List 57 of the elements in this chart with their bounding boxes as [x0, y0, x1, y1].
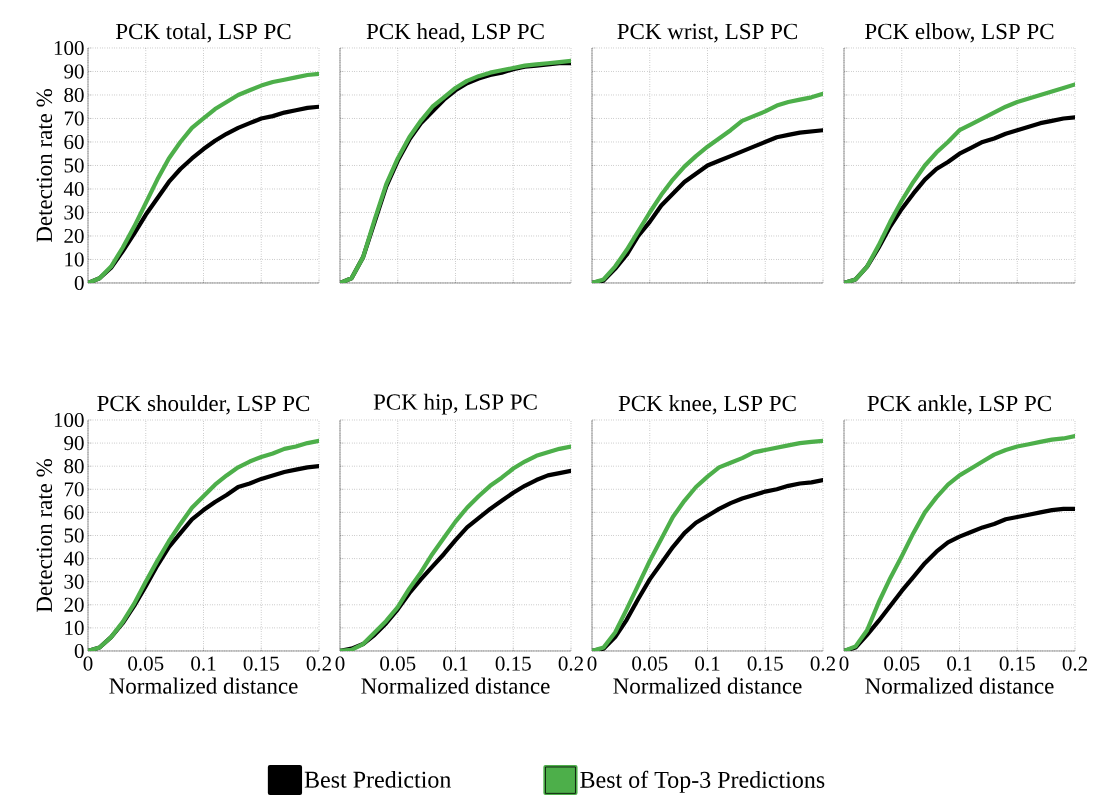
y-tick-label: 60 — [64, 134, 84, 150]
chart-title: PCK ankle, LSP PC — [867, 395, 1051, 415]
x-tick-label: 0.05 — [632, 656, 668, 671]
y-tick-label: 50 — [64, 158, 84, 173]
x-tick-label: 0.15 — [747, 656, 783, 671]
x-tick-label: 0.05 — [128, 656, 164, 671]
x-tick-label: 0.05 — [884, 656, 920, 671]
y-axis-title: Detection rate % — [36, 459, 53, 613]
y-tick-label: 70 — [64, 111, 84, 126]
y-tick-label: 60 — [64, 505, 84, 520]
chart-title: PCK shoulder, LSP PC — [97, 395, 310, 415]
x-tick-label: 0.15 — [243, 656, 279, 671]
x-axis-title: Normalized distance — [109, 677, 298, 694]
y-tick-label: 80 — [64, 87, 84, 103]
chart-title: PCK wrist, LSP PC — [617, 23, 797, 43]
x-tick-label: 0.15 — [495, 656, 531, 671]
y-axis-title: Detection rate % — [36, 88, 53, 243]
x-axis-title: Normalized distance — [865, 677, 1054, 694]
x-tick-label: 0 — [335, 656, 345, 671]
y-tick-label: 50 — [64, 528, 84, 543]
chart-title: PCK head, LSP PC — [366, 22, 544, 43]
chart-title: PCK hip, LSP PC — [373, 393, 537, 415]
y-tick-label: 0 — [74, 643, 84, 659]
y-tick-label: 100 — [54, 412, 84, 428]
legend-label: Best Prediction — [304, 770, 452, 788]
y-tick-label: 20 — [64, 228, 84, 244]
y-tick-label: 10 — [65, 252, 84, 267]
y-tick-label: 100 — [54, 40, 84, 56]
x-axis-title: Normalized distance — [361, 677, 550, 694]
x-axis-title: Normalized distance — [613, 677, 802, 694]
legend-label: Best of Top-3 Predictions — [580, 770, 825, 793]
x-tick-label: 0.2 — [810, 656, 835, 671]
x-tick-label: 0.2 — [558, 656, 583, 671]
y-tick-label: 40 — [63, 551, 84, 566]
x-tick-label: 0.2 — [1062, 656, 1087, 671]
x-tick-label: 0.05 — [380, 656, 416, 671]
y-tick-label: 70 — [64, 482, 84, 497]
x-tick-label: 0 — [839, 656, 849, 671]
x-tick-label: 0.1 — [443, 656, 468, 671]
y-tick-label: 80 — [64, 459, 84, 474]
y-tick-label: 10 — [65, 620, 84, 635]
chart-title: PCK total, LSP PC — [115, 22, 291, 43]
x-tick-label: 0.1 — [947, 656, 972, 671]
y-tick-label: 20 — [64, 597, 84, 612]
y-tick-label: 30 — [64, 574, 84, 589]
chart-title: PCK elbow, LSP PC — [865, 22, 1054, 43]
x-tick-label: 0.2 — [306, 656, 331, 671]
x-tick-label: 0 — [587, 656, 597, 671]
y-tick-label: 40 — [63, 181, 84, 197]
y-tick-label: 0 — [74, 275, 84, 291]
y-tick-label: 90 — [64, 436, 84, 451]
y-tick-label: 30 — [64, 205, 84, 220]
x-tick-label: 0.1 — [695, 656, 720, 671]
y-tick-label: 90 — [64, 64, 84, 79]
chart-title: PCK knee, LSP PC — [618, 395, 796, 415]
x-tick-label: 0.15 — [999, 656, 1035, 671]
x-tick-label: 0.1 — [191, 656, 216, 671]
